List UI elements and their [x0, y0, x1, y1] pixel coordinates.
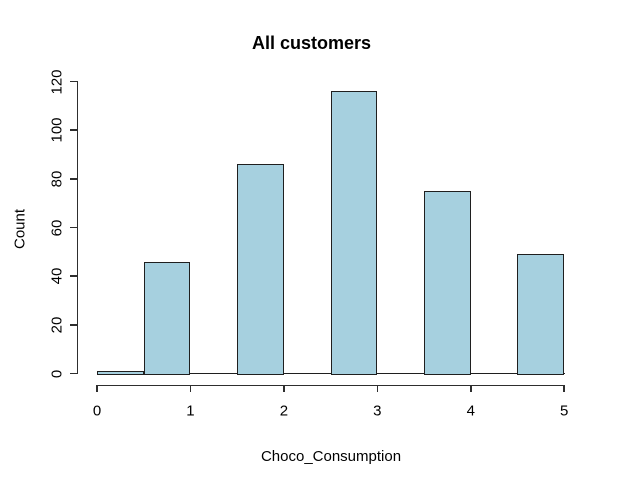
histogram-bar — [330, 91, 378, 375]
y-tick-mark — [70, 275, 77, 277]
y-tick-mark — [70, 372, 77, 375]
x-axis-label: Choco_Consumption — [260, 448, 402, 465]
y-tick-label: 20 — [48, 316, 66, 334]
histogram-bar — [424, 191, 471, 375]
y-tick-label: 120 — [48, 68, 66, 95]
y-axis-label: Count — [11, 208, 29, 250]
x-tick-mark — [563, 385, 565, 392]
y-tick-label: 100 — [48, 117, 66, 143]
x-tick-label: 4 — [466, 402, 475, 420]
chart-title: All customers — [251, 33, 372, 53]
histogram-bar — [143, 261, 191, 375]
x-tick-label: 5 — [560, 402, 569, 420]
x-axis-line — [96, 384, 565, 386]
x-tick-mark — [283, 385, 285, 392]
x-tick-mark — [189, 385, 192, 392]
y-tick-label: 0 — [48, 369, 66, 378]
histogram-bar — [517, 254, 565, 375]
y-tick-mark — [70, 178, 77, 180]
x-tick-mark — [376, 385, 379, 392]
x-tick-mark — [96, 385, 98, 392]
histogram-bar — [237, 164, 284, 375]
x-tick-label: 0 — [92, 402, 102, 420]
y-tick-mark — [70, 226, 77, 229]
y-tick-mark — [70, 324, 77, 326]
y-tick-label: 60 — [48, 219, 66, 236]
y-tick-label: 40 — [48, 267, 66, 285]
y-tick-label: 80 — [48, 170, 66, 188]
histogram-bar — [97, 371, 144, 375]
x-tick-label: 3 — [373, 402, 382, 420]
x-tick-mark — [470, 385, 472, 392]
y-tick-mark — [70, 129, 77, 131]
y-tick-mark — [70, 80, 77, 83]
x-tick-label: 1 — [186, 402, 195, 420]
y-axis-line — [76, 80, 78, 374]
x-tick-label: 2 — [279, 402, 289, 420]
